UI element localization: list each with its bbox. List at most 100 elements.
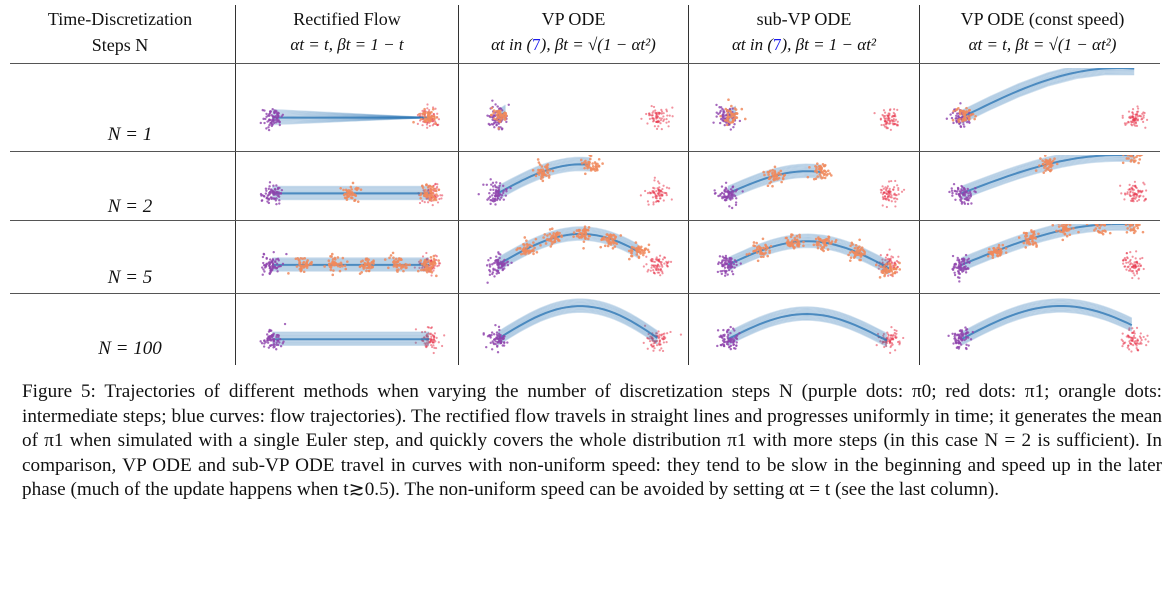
- step-dot: [351, 181, 355, 185]
- pi1-dot: [425, 123, 429, 126]
- step-dot: [630, 245, 634, 249]
- pi1-dot: [648, 117, 651, 120]
- step-dot: [397, 268, 400, 271]
- step-dot: [287, 272, 290, 275]
- trajectory-plot: [482, 298, 683, 354]
- trajectory-plot: [259, 103, 441, 132]
- pi0-dot: [278, 123, 281, 127]
- step-dot: [987, 247, 991, 251]
- pi0-dot: [271, 123, 274, 126]
- step-dot: [1077, 230, 1080, 234]
- header-rectified-flow: Rectified Flow αt = t, βt = 1 − t: [236, 6, 458, 58]
- pi1-dot: [1147, 340, 1150, 343]
- pi0-dot: [495, 198, 499, 202]
- step-dot: [1122, 155, 1125, 157]
- trajectory-line: [727, 306, 888, 335]
- step-dot: [295, 265, 299, 268]
- pi0-dot: [727, 259, 730, 262]
- step-dot: [342, 188, 345, 192]
- intermediate-step-dots: [531, 155, 604, 183]
- step-dot: [611, 246, 615, 250]
- step-dot: [637, 255, 641, 258]
- pi1-dot: [1132, 265, 1135, 268]
- pi1-dot: [888, 187, 891, 190]
- pi0-dot: [734, 347, 737, 350]
- step-dot: [536, 158, 540, 161]
- step-dot: [732, 117, 736, 121]
- step-dot: [771, 172, 774, 176]
- pi1-dot: [1125, 122, 1128, 125]
- step-dot: [560, 235, 563, 239]
- step-dot: [586, 166, 589, 170]
- pi0-dot: [496, 193, 500, 196]
- intermediate-step-dots: [412, 107, 439, 125]
- step-dot: [350, 191, 354, 194]
- pi1-dot: [1135, 124, 1139, 127]
- trajectory-line: [497, 303, 658, 338]
- pi1-dot: [1139, 264, 1142, 268]
- pi1-dot: [886, 119, 889, 122]
- pi1-dot: [655, 268, 658, 271]
- pi0-dot: [968, 190, 972, 194]
- pi0-dot: [269, 339, 273, 342]
- step-dot: [1031, 242, 1035, 246]
- pi1-dot: [1122, 262, 1125, 265]
- equation-ref-link[interactable]: 7: [772, 35, 782, 54]
- step-dot: [1125, 230, 1129, 234]
- pi1-dot: [653, 179, 656, 182]
- step-dot: [1047, 162, 1051, 166]
- step-dot: [357, 187, 360, 190]
- step-dot: [1067, 229, 1070, 232]
- equation-ref-link[interactable]: 7: [532, 35, 541, 54]
- flow-trajectories: [960, 298, 1133, 346]
- pi1-dot: [421, 124, 424, 127]
- step-dot: [425, 191, 429, 195]
- step-dot: [1031, 236, 1034, 239]
- pi0-dot: [267, 114, 270, 117]
- pi0-dot: [497, 251, 500, 254]
- source-distribution-dots: [947, 326, 975, 351]
- step-dot: [551, 169, 555, 173]
- pi0-dot: [735, 337, 739, 341]
- pi0-dot: [967, 194, 970, 198]
- step-dot: [773, 165, 777, 169]
- step-dot: [1024, 246, 1028, 249]
- pi0-dot: [723, 114, 727, 117]
- pi1-dot: [1134, 264, 1137, 267]
- step-dot: [550, 240, 554, 243]
- pi1-dot: [1142, 267, 1145, 271]
- pi1-dot: [656, 199, 659, 203]
- step-dot: [419, 193, 422, 197]
- step-dot: [852, 256, 856, 259]
- step-dot: [854, 244, 858, 247]
- step-dot: [887, 270, 891, 273]
- step-dot: [525, 239, 528, 242]
- pi0-dot: [273, 111, 276, 115]
- pi0-dot: [491, 194, 494, 197]
- pi1-dot: [670, 198, 673, 201]
- pi1-dot: [881, 342, 884, 345]
- header-title: sub-VP ODE: [756, 9, 852, 29]
- step-dot: [637, 245, 640, 248]
- step-dot: [1000, 250, 1003, 254]
- pi0-dot: [962, 268, 965, 271]
- pi0-dot: [949, 113, 952, 116]
- pi1-dot: [660, 264, 663, 267]
- pi0-dot: [973, 190, 976, 193]
- step-dot: [337, 262, 341, 266]
- pi0-dot: [492, 188, 495, 192]
- pi1-dot: [654, 258, 657, 261]
- step-dot: [883, 264, 886, 268]
- step-dot: [890, 269, 894, 273]
- step-dot: [432, 195, 435, 199]
- step-dot: [1029, 234, 1033, 238]
- pi1-dot: [1135, 326, 1139, 329]
- pi1-dot: [436, 183, 439, 186]
- step-dot: [330, 255, 333, 258]
- step-dot: [426, 268, 429, 272]
- pi0-dot: [741, 190, 744, 193]
- source-distribution-dots: [260, 250, 288, 276]
- pi1-dot: [653, 191, 656, 194]
- pi0-dot: [497, 339, 501, 343]
- intermediate-step-dots: [339, 181, 441, 203]
